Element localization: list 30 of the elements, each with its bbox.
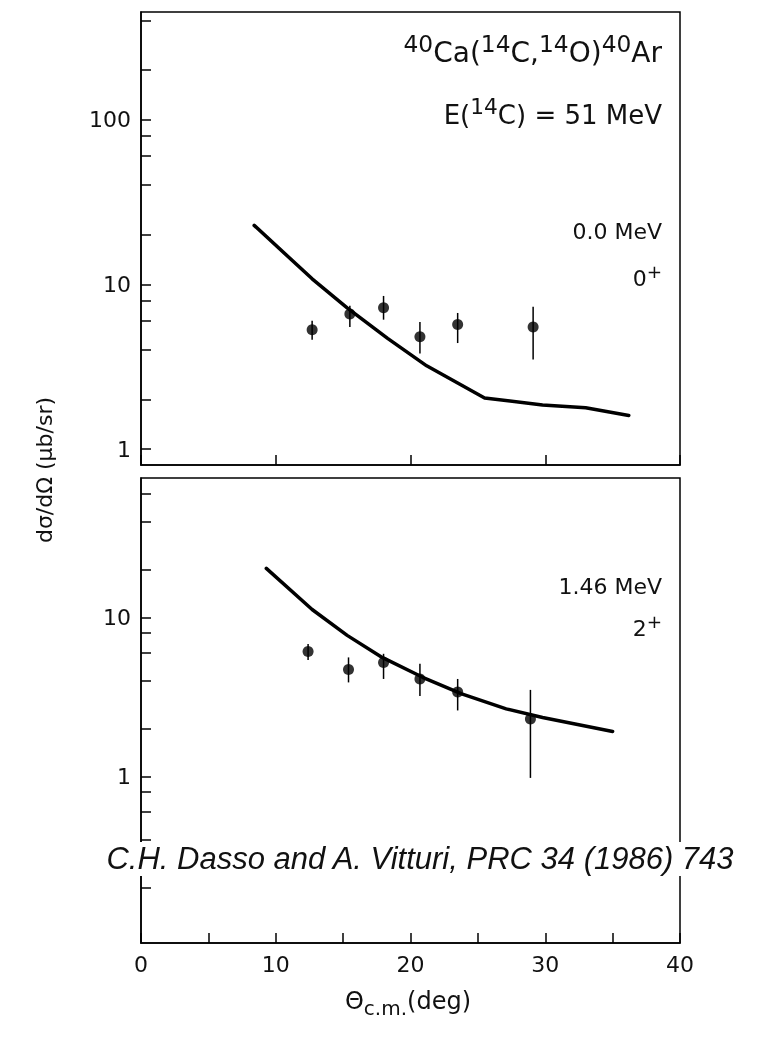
x-tick-label: 30	[531, 951, 560, 977]
y-tick-label: 10	[103, 604, 131, 630]
y-tick-label: 10	[103, 271, 131, 297]
annotation: 0.0 MeV	[572, 219, 662, 245]
x-tick-label: 40	[666, 951, 694, 977]
x-tick-label: 10	[261, 951, 290, 977]
x-tick-label: 0	[134, 951, 148, 977]
point	[452, 319, 464, 331]
y-tick-label: 100	[89, 107, 131, 133]
y-tick-label: 1	[117, 436, 131, 462]
annotation: $^{40}$Ca($^{14}$C,$^{14}$O)$^{40}$Ar	[403, 30, 662, 70]
annotation: 0$^{+}$	[632, 261, 662, 292]
annotation: E($^{14}$C) = 51 MeV	[443, 94, 662, 130]
point	[344, 308, 356, 320]
y-axis-title: dσ/dΩ (μb/sr)	[31, 396, 58, 544]
point	[378, 302, 390, 314]
point	[343, 664, 355, 676]
annotation: 1.46 MeV	[558, 574, 662, 600]
point	[414, 331, 426, 343]
point	[378, 657, 390, 669]
x-tick-label: 20	[396, 951, 425, 977]
x-axis-title: Θ$_{c.m.}$(deg)	[344, 987, 472, 1020]
point	[452, 686, 464, 698]
point	[306, 324, 318, 336]
annotation: 2$^{+}$	[632, 611, 662, 642]
point	[414, 673, 426, 685]
point	[527, 321, 539, 333]
annotation: C.H. Dasso and A. Vitturi, PRC 34 (1986) 743	[102, 841, 738, 877]
y-tick-label: 1	[117, 764, 131, 790]
point	[302, 645, 314, 657]
